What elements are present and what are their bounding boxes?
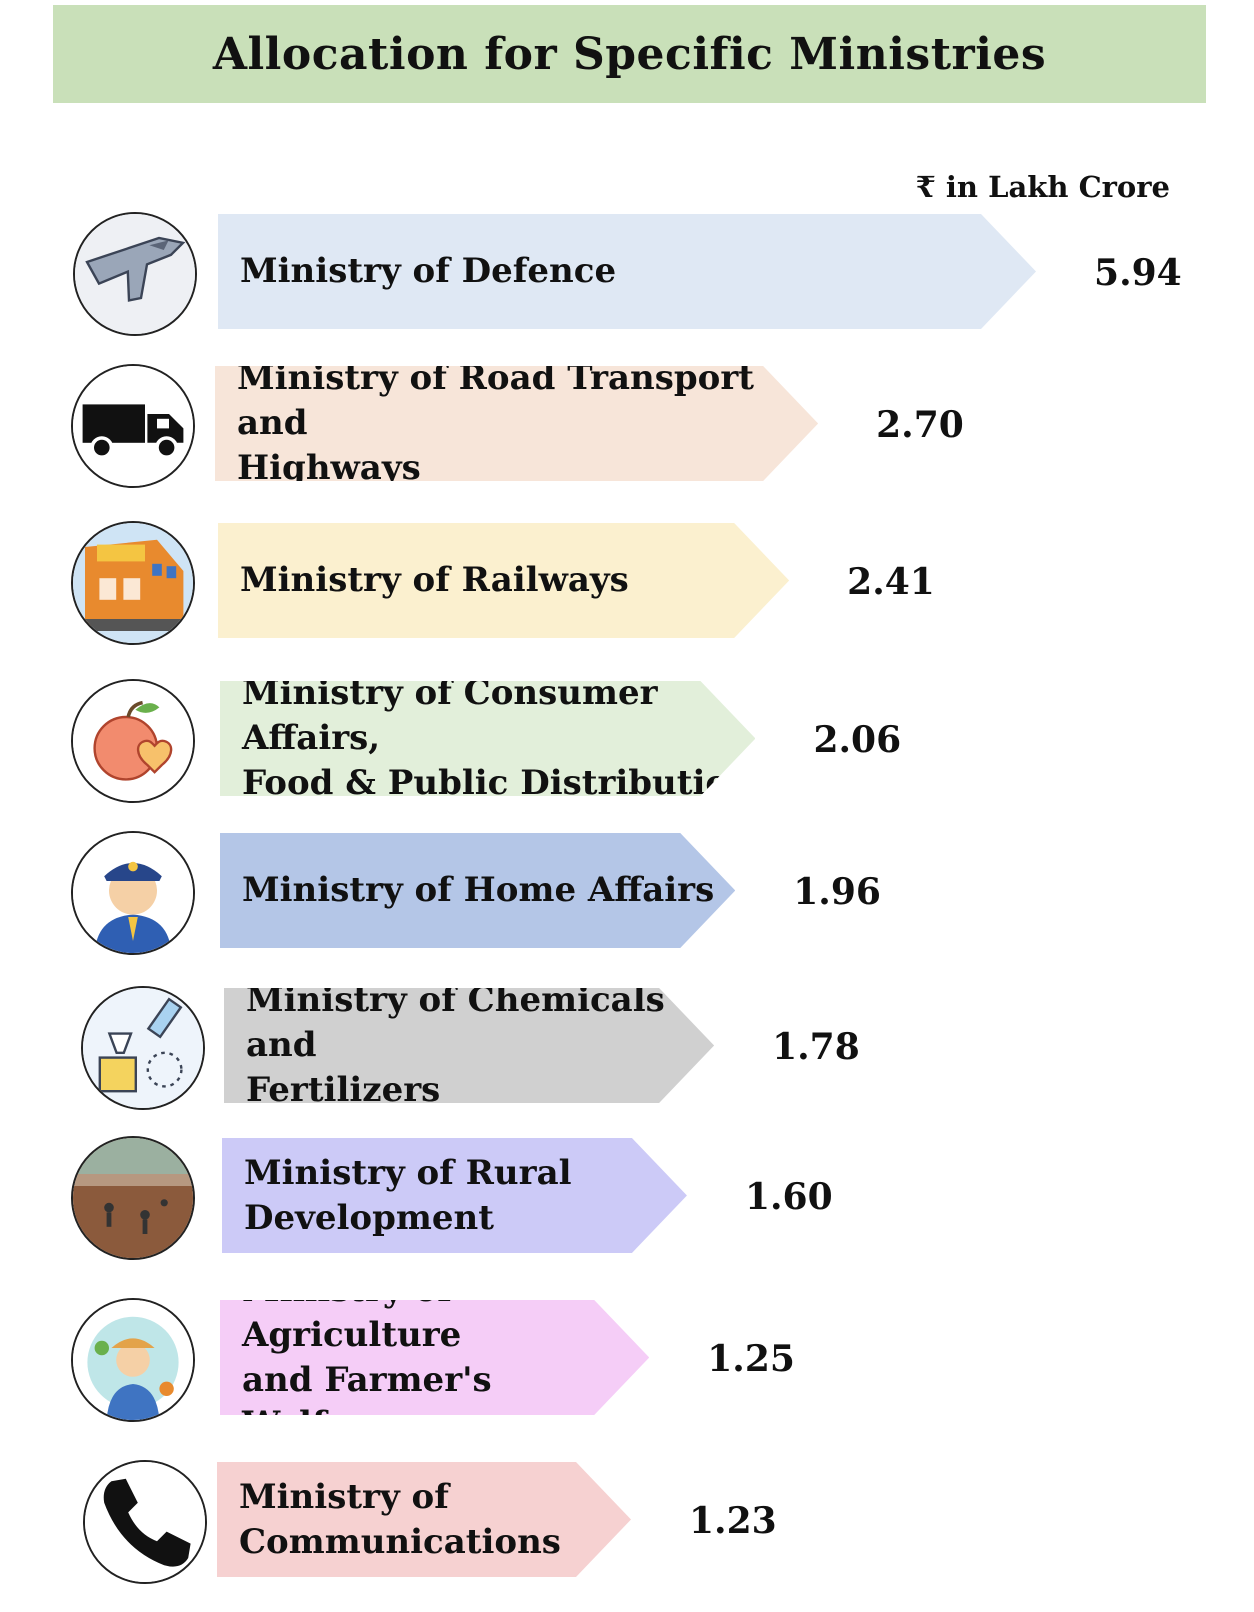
bar: Ministry of Communications [217, 1462, 631, 1577]
category-label: Ministry of Defence [240, 251, 617, 292]
ministry-row: Ministry of Road Transport and Highways 2… [0, 364, 1254, 488]
bar: Ministry of Consumer Affairs, Food & Pub… [220, 681, 756, 796]
police-officer-icon [71, 831, 195, 955]
data-label: 2.06 [813, 719, 902, 761]
ministry-row: Ministry of Agriculture and Farmer's Wel… [0, 1298, 1254, 1422]
train-icon [71, 521, 195, 645]
bar: Ministry of Rural Development [222, 1138, 687, 1253]
data-label: 1.25 [707, 1338, 795, 1380]
bar: Ministry of Chemicals and Fertilizers [224, 988, 715, 1103]
chart-title: Allocation for Specific Ministries [212, 28, 1047, 80]
data-label: 5.94 [1094, 252, 1182, 294]
fighter-jet-icon [73, 212, 197, 336]
ministry-row: Ministry of Communications 1.23 [0, 1460, 1254, 1584]
data-label: 1.96 [793, 871, 881, 913]
bar: Ministry of Agriculture and Farmer's Wel… [220, 1300, 650, 1415]
unit-label: ₹ in Lakh Crore [915, 170, 1170, 204]
category-label: Ministry of Road Transport and Highways [237, 358, 754, 488]
data-label: 1.60 [744, 1176, 833, 1218]
data-label: 2.41 [847, 561, 935, 603]
ministry-row: Ministry of Consumer Affairs, Food & Pub… [0, 679, 1254, 803]
farmer-icon [71, 1298, 195, 1422]
telephone-icon [83, 1460, 207, 1584]
category-label: Ministry of Chemicals and Fertilizers [246, 980, 665, 1110]
data-label: 1.23 [689, 1500, 777, 1542]
ministry-row: Ministry of Rural Development 1.60 [0, 1136, 1254, 1260]
ministry-row: Ministry of Home Affairs 1.96 [0, 831, 1254, 955]
category-label: Ministry of Agriculture and Farmer's Wel… [242, 1269, 492, 1445]
apple-heart-icon [71, 679, 195, 803]
category-label: Ministry of Communications [239, 1476, 561, 1562]
category-label: Ministry of Home Affairs [242, 870, 715, 911]
bar: Ministry of Defence [218, 214, 1037, 329]
ministry-row: Ministry of Chemicals and Fertilizers 1.7… [0, 986, 1254, 1110]
data-label: 2.70 [876, 404, 964, 446]
bar: Ministry of Railways [218, 523, 790, 638]
title-band: Allocation for Specific Ministries [53, 5, 1206, 103]
category-label: Ministry of Consumer Affairs, Food & Pub… [242, 673, 753, 803]
chemical-flask-icon [81, 986, 205, 1110]
category-label: Ministry of Railways [240, 560, 629, 601]
data-label: 1.78 [772, 1026, 860, 1068]
truck-icon [71, 364, 195, 488]
ministry-row: Ministry of Defence 5.94 [0, 212, 1254, 336]
bar: Ministry of Road Transport and Highways [215, 366, 819, 481]
category-label: Ministry of Rural Development [244, 1152, 572, 1238]
rural-workers-icon [71, 1136, 195, 1260]
bar: Ministry of Home Affairs [220, 833, 736, 948]
ministry-row: Ministry of Railways 2.41 [0, 521, 1254, 645]
